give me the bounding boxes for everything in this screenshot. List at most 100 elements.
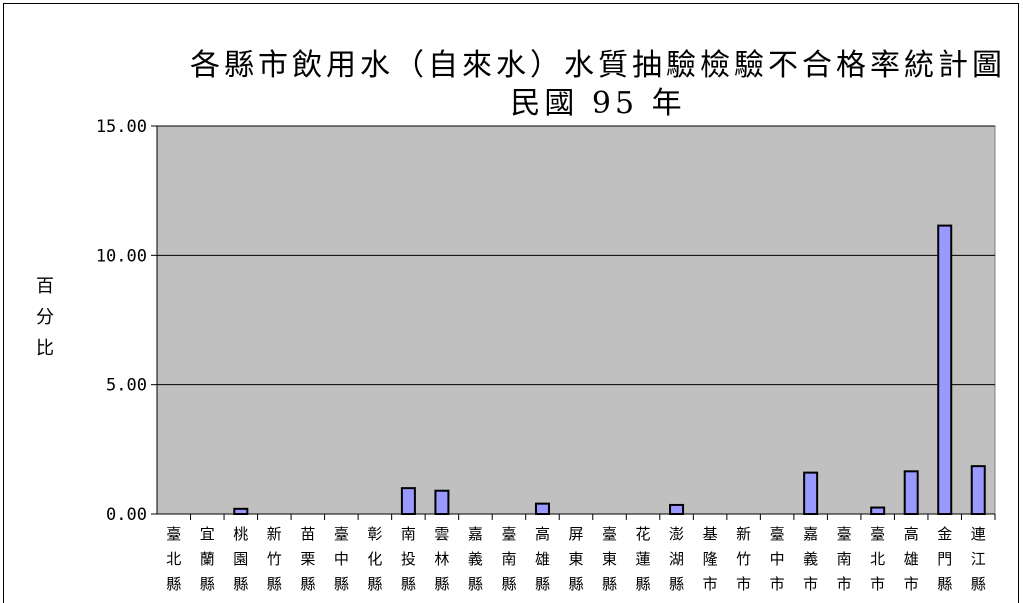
x-tick-label: 縣 — [367, 575, 382, 593]
y-axis-label-char: 分 — [36, 307, 54, 328]
bar — [870, 506, 886, 515]
x-tick-label: 縣 — [434, 575, 449, 593]
x-tick-label: 縣 — [501, 575, 516, 593]
x-tick-label: 雄 — [904, 550, 919, 568]
x-tick-label: 縣 — [937, 575, 952, 593]
x-tick-label: 南 — [401, 525, 416, 543]
x-tick-label: 嘉 — [468, 525, 483, 543]
x-tick-label: 市 — [904, 575, 919, 593]
x-tick-label: 連 — [971, 525, 986, 543]
x-tick-label: 市 — [837, 575, 852, 593]
x-tick-label: 高 — [904, 525, 919, 543]
x-tick-label: 嘉 — [803, 525, 818, 543]
x-tick-label: 宜 — [200, 525, 215, 543]
chart-title: 各縣市飲用水（自來水）水質抽驗檢驗不合格率統計圖 — [190, 48, 1006, 83]
bar — [669, 503, 685, 515]
x-tick-label: 南 — [837, 550, 852, 568]
y-tick-label: 5.00 — [106, 376, 147, 396]
x-tick-label: 彰 — [367, 525, 382, 543]
x-tick-label: 縣 — [669, 575, 684, 593]
x-tick-label: 東 — [568, 550, 583, 568]
y-tick-label: 15.00 — [96, 117, 147, 137]
plot-area — [156, 125, 996, 515]
x-tick-label: 市 — [770, 575, 785, 593]
x-tick-label: 雲 — [434, 525, 449, 543]
x-tick-label: 縣 — [200, 575, 215, 593]
x-tick-label: 縣 — [602, 575, 617, 593]
x-tick-label: 中 — [770, 550, 785, 568]
x-tick-label: 縣 — [535, 575, 550, 593]
y-tick-label: 0.00 — [106, 505, 147, 525]
x-tick-label: 金 — [937, 525, 952, 543]
x-tick-label: 南 — [501, 550, 516, 568]
bar — [400, 487, 416, 515]
y-axis-label: 百分比 — [36, 276, 54, 359]
x-tick-label: 縣 — [401, 575, 416, 593]
x-tick-label: 臺 — [602, 525, 617, 543]
x-tick-label: 苗 — [300, 525, 315, 543]
bar — [937, 224, 953, 515]
x-tick-label: 縣 — [334, 575, 349, 593]
x-tick-label: 澎 — [669, 525, 684, 543]
x-tick-label: 蓮 — [636, 550, 651, 568]
x-tick-label: 北 — [870, 550, 885, 568]
x-tick-label: 臺 — [166, 525, 181, 543]
bar — [233, 507, 249, 515]
y-axis-ticks: 0.00 5.00 10.00 15.00 — [96, 117, 158, 525]
x-tick-label: 桃 — [233, 525, 248, 543]
x-tick-label: 縣 — [568, 575, 583, 593]
x-tick-label: 蘭 — [200, 550, 215, 568]
bar — [903, 470, 919, 516]
x-tick-label: 縣 — [300, 575, 315, 593]
chart-subtitle: 民國 95 年 — [510, 86, 685, 121]
x-tick-label: 臺 — [837, 525, 852, 543]
x-tick-label: 縣 — [468, 575, 483, 593]
x-axis-labels: 臺北縣宜蘭縣桃園縣新竹縣苗栗縣臺中縣彰化縣南投縣雲林縣嘉義縣臺南縣高雄縣屏東縣臺… — [157, 513, 996, 593]
x-tick-label: 臺 — [334, 525, 349, 543]
x-tick-label: 新 — [267, 525, 282, 543]
x-tick-label: 基 — [703, 525, 718, 543]
x-tick-label: 縣 — [267, 575, 282, 593]
x-tick-label: 江 — [971, 550, 986, 568]
x-tick-label: 中 — [334, 550, 349, 568]
x-tick-label: 化 — [367, 550, 382, 568]
y-axis-label-char: 比 — [36, 338, 54, 359]
bar — [534, 502, 550, 515]
x-tick-label: 縣 — [971, 575, 986, 593]
bar — [970, 465, 986, 515]
x-tick-label: 縣 — [166, 575, 181, 593]
x-tick-label: 義 — [468, 550, 483, 568]
x-tick-label: 雄 — [535, 550, 550, 568]
chart-frame — [3, 3, 1019, 603]
x-tick-label: 竹 — [736, 550, 751, 568]
y-tick-label: 10.00 — [96, 246, 147, 266]
x-tick-label: 臺 — [770, 525, 785, 543]
x-tick-label: 新 — [736, 525, 751, 543]
x-tick-label: 栗 — [300, 550, 315, 568]
x-tick-label: 園 — [233, 550, 248, 568]
bar — [434, 489, 450, 516]
x-tick-label: 北 — [166, 550, 181, 568]
x-tick-label: 義 — [803, 550, 818, 568]
x-tick-label: 花 — [636, 525, 651, 543]
x-tick-label: 縣 — [233, 575, 248, 593]
x-tick-label: 臺 — [870, 525, 885, 543]
x-tick-label: 市 — [736, 575, 751, 593]
x-tick-label: 竹 — [267, 550, 282, 568]
x-tick-label: 臺 — [501, 525, 516, 543]
x-tick-label: 林 — [434, 550, 449, 568]
x-tick-label: 屏 — [568, 525, 583, 543]
x-tick-label: 市 — [803, 575, 818, 593]
x-tick-label: 高 — [535, 525, 550, 543]
x-tick-label: 市 — [870, 575, 885, 593]
x-tick-label: 縣 — [636, 575, 651, 593]
x-tick-label: 東 — [602, 550, 617, 568]
y-axis-label-char: 百 — [36, 276, 54, 297]
x-tick-label: 隆 — [703, 550, 718, 568]
bar — [803, 471, 819, 516]
x-tick-label: 市 — [703, 575, 718, 593]
x-tick-label: 門 — [937, 550, 952, 568]
x-tick-label: 投 — [401, 550, 416, 568]
x-tick-label: 湖 — [669, 550, 684, 568]
